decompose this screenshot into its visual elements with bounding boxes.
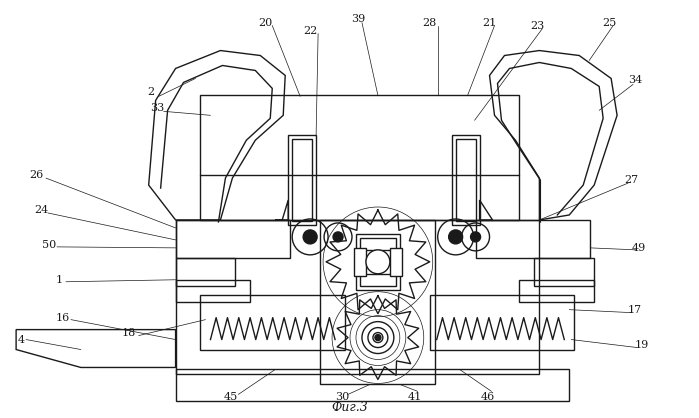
Circle shape xyxy=(449,230,463,244)
Text: 23: 23 xyxy=(531,20,545,31)
Text: 49: 49 xyxy=(632,243,646,253)
Text: 45: 45 xyxy=(223,393,238,403)
Bar xyxy=(175,370,569,401)
Bar xyxy=(292,139,312,221)
Text: 21: 21 xyxy=(482,18,497,28)
Bar xyxy=(430,295,575,349)
Circle shape xyxy=(366,250,390,274)
Bar xyxy=(360,238,396,250)
Bar xyxy=(360,274,396,286)
Text: 30: 30 xyxy=(335,393,349,403)
Text: 26: 26 xyxy=(29,170,43,180)
Bar xyxy=(175,280,250,302)
Text: 20: 20 xyxy=(258,18,273,28)
Bar xyxy=(175,220,540,375)
Circle shape xyxy=(303,230,317,244)
Bar xyxy=(534,258,594,286)
Bar xyxy=(519,280,594,302)
Bar xyxy=(390,248,402,276)
Text: 2: 2 xyxy=(147,87,154,97)
Bar xyxy=(475,220,590,258)
Text: 27: 27 xyxy=(624,175,638,185)
Bar xyxy=(320,220,435,385)
Text: 24: 24 xyxy=(34,205,48,215)
Text: 39: 39 xyxy=(351,14,365,24)
Text: 50: 50 xyxy=(42,240,56,250)
Bar xyxy=(356,234,400,290)
Text: Фиг.3: Фиг.3 xyxy=(331,401,368,414)
Bar xyxy=(354,248,366,276)
Bar xyxy=(175,220,290,258)
Text: 22: 22 xyxy=(303,25,317,36)
Text: 25: 25 xyxy=(602,18,617,28)
Text: 18: 18 xyxy=(122,328,136,338)
Bar xyxy=(175,258,236,286)
Bar xyxy=(201,95,519,220)
Bar xyxy=(201,295,345,349)
Text: 28: 28 xyxy=(423,18,437,28)
Text: 33: 33 xyxy=(150,103,165,113)
Text: 1: 1 xyxy=(55,275,62,285)
Text: 19: 19 xyxy=(635,339,649,349)
Text: 34: 34 xyxy=(628,75,642,85)
Bar xyxy=(288,135,316,225)
Circle shape xyxy=(470,232,481,242)
Bar xyxy=(452,135,480,225)
Circle shape xyxy=(333,232,343,242)
Text: 17: 17 xyxy=(628,305,642,315)
Bar xyxy=(456,139,475,221)
Text: 16: 16 xyxy=(56,313,70,323)
Text: 41: 41 xyxy=(408,393,422,403)
Circle shape xyxy=(375,334,381,341)
Text: 4: 4 xyxy=(17,334,24,344)
Text: 46: 46 xyxy=(480,393,495,403)
